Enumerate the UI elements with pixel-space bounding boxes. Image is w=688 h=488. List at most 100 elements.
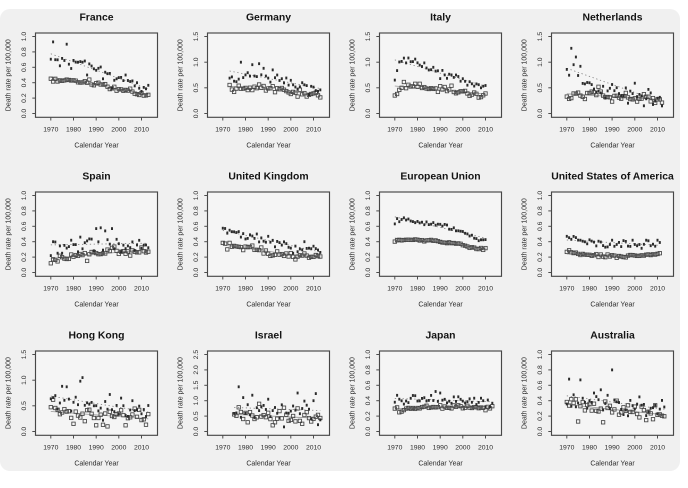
- svg-text:0.2: 0.2: [21, 252, 28, 262]
- svg-text:2000: 2000: [455, 444, 470, 451]
- svg-text:1990: 1990: [433, 285, 448, 292]
- svg-text:1970: 1970: [387, 126, 402, 133]
- svg-text:2000: 2000: [283, 444, 298, 451]
- svg-text:Death rate per 100,000: Death rate per 100,000: [350, 198, 357, 270]
- svg-text:2.5: 2.5: [193, 350, 200, 360]
- svg-text:0.4: 0.4: [21, 237, 28, 247]
- svg-text:1.0: 1.0: [365, 191, 372, 201]
- svg-text:1990: 1990: [261, 126, 276, 133]
- svg-text:0.0: 0.0: [365, 427, 372, 437]
- svg-text:1980: 1980: [410, 126, 425, 133]
- svg-text:0.8: 0.8: [537, 365, 544, 375]
- svg-text:1.0: 1.0: [21, 375, 28, 385]
- svg-text:1.0: 1.0: [365, 57, 372, 67]
- svg-text:0.0: 0.0: [193, 109, 200, 119]
- svg-text:2010: 2010: [478, 444, 493, 451]
- svg-text:2000: 2000: [283, 126, 298, 133]
- svg-text:0.0: 0.0: [537, 427, 544, 437]
- svg-text:1.5: 1.5: [193, 380, 200, 390]
- svg-text:0.0: 0.0: [365, 109, 372, 119]
- svg-text:Death rate per 100,000: Death rate per 100,000: [178, 357, 185, 429]
- svg-text:1990: 1990: [605, 285, 620, 292]
- svg-text:1970: 1970: [387, 444, 402, 451]
- svg-text:1980: 1980: [410, 285, 425, 292]
- svg-text:2000: 2000: [455, 285, 470, 292]
- svg-text:2010: 2010: [478, 126, 493, 133]
- svg-text:1990: 1990: [261, 285, 276, 292]
- svg-text:1980: 1980: [582, 285, 597, 292]
- svg-text:Death rate per 100,000: Death rate per 100,000: [6, 39, 13, 111]
- svg-text:1980: 1980: [66, 444, 81, 451]
- svg-text:2000: 2000: [283, 285, 298, 292]
- svg-text:0.5: 0.5: [193, 411, 200, 421]
- svg-text:0.5: 0.5: [365, 83, 372, 93]
- svg-text:2010: 2010: [134, 444, 149, 451]
- svg-text:2010: 2010: [478, 285, 493, 292]
- svg-text:1990: 1990: [89, 444, 104, 451]
- svg-text:2000: 2000: [627, 126, 642, 133]
- svg-text:2000: 2000: [111, 444, 126, 451]
- svg-text:1980: 1980: [582, 444, 597, 451]
- svg-text:1990: 1990: [89, 285, 104, 292]
- svg-text:0.8: 0.8: [537, 206, 544, 216]
- svg-text:1970: 1970: [215, 444, 230, 451]
- svg-text:1990: 1990: [605, 126, 620, 133]
- svg-text:2010: 2010: [650, 444, 665, 451]
- svg-text:0.4: 0.4: [537, 396, 544, 406]
- svg-text:Calendar Year: Calendar Year: [418, 142, 463, 149]
- svg-text:2010: 2010: [650, 285, 665, 292]
- svg-text:2000: 2000: [111, 285, 126, 292]
- svg-text:1970: 1970: [43, 444, 58, 451]
- svg-text:United States of America: United States of America: [551, 172, 674, 183]
- svg-text:Calendar Year: Calendar Year: [590, 142, 635, 149]
- svg-text:Calendar Year: Calendar Year: [74, 301, 119, 308]
- svg-text:1980: 1980: [410, 444, 425, 451]
- svg-text:1970: 1970: [215, 126, 230, 133]
- svg-text:1.0: 1.0: [537, 350, 544, 360]
- svg-text:1980: 1980: [66, 285, 81, 292]
- svg-text:2010: 2010: [650, 126, 665, 133]
- svg-text:1980: 1980: [582, 126, 597, 133]
- svg-text:0.6: 0.6: [365, 380, 372, 390]
- svg-text:1990: 1990: [261, 444, 276, 451]
- svg-text:1.0: 1.0: [21, 191, 28, 201]
- svg-text:0.4: 0.4: [365, 237, 372, 247]
- svg-text:1990: 1990: [433, 126, 448, 133]
- svg-text:0.6: 0.6: [537, 380, 544, 390]
- svg-text:2010: 2010: [306, 285, 321, 292]
- svg-text:1970: 1970: [387, 285, 402, 292]
- svg-text:Calendar Year: Calendar Year: [74, 142, 119, 149]
- svg-text:1.5: 1.5: [193, 32, 200, 42]
- svg-text:Calendar Year: Calendar Year: [418, 460, 463, 467]
- svg-text:Japan: Japan: [425, 331, 455, 342]
- svg-text:1.5: 1.5: [365, 32, 372, 42]
- svg-text:0.5: 0.5: [193, 83, 200, 93]
- svg-text:0.5: 0.5: [537, 83, 544, 93]
- svg-text:0.0: 0.0: [21, 109, 28, 119]
- svg-text:1970: 1970: [559, 126, 574, 133]
- svg-text:0.6: 0.6: [21, 62, 28, 72]
- svg-text:0.2: 0.2: [193, 252, 200, 262]
- svg-text:0.0: 0.0: [365, 268, 372, 278]
- svg-text:0.0: 0.0: [193, 268, 200, 278]
- svg-text:1990: 1990: [433, 444, 448, 451]
- svg-text:Calendar Year: Calendar Year: [590, 460, 635, 467]
- svg-text:2010: 2010: [134, 285, 149, 292]
- svg-text:0.8: 0.8: [365, 206, 372, 216]
- svg-text:1980: 1980: [66, 126, 81, 133]
- svg-text:0.2: 0.2: [365, 411, 372, 421]
- svg-text:0.4: 0.4: [21, 78, 28, 88]
- svg-text:Death rate per 100,000: Death rate per 100,000: [522, 357, 529, 429]
- svg-text:0.4: 0.4: [537, 237, 544, 247]
- svg-text:2000: 2000: [111, 126, 126, 133]
- svg-text:0.0: 0.0: [193, 427, 200, 437]
- svg-text:Germany: Germany: [246, 13, 291, 24]
- svg-text:2000: 2000: [627, 285, 642, 292]
- svg-text:0.0: 0.0: [21, 427, 28, 437]
- svg-text:Calendar Year: Calendar Year: [418, 301, 463, 308]
- svg-text:1980: 1980: [238, 126, 253, 133]
- svg-text:0.8: 0.8: [365, 365, 372, 375]
- svg-text:0.6: 0.6: [21, 221, 28, 231]
- svg-text:Death rate per 100,000: Death rate per 100,000: [6, 198, 13, 270]
- svg-text:0.6: 0.6: [193, 221, 200, 231]
